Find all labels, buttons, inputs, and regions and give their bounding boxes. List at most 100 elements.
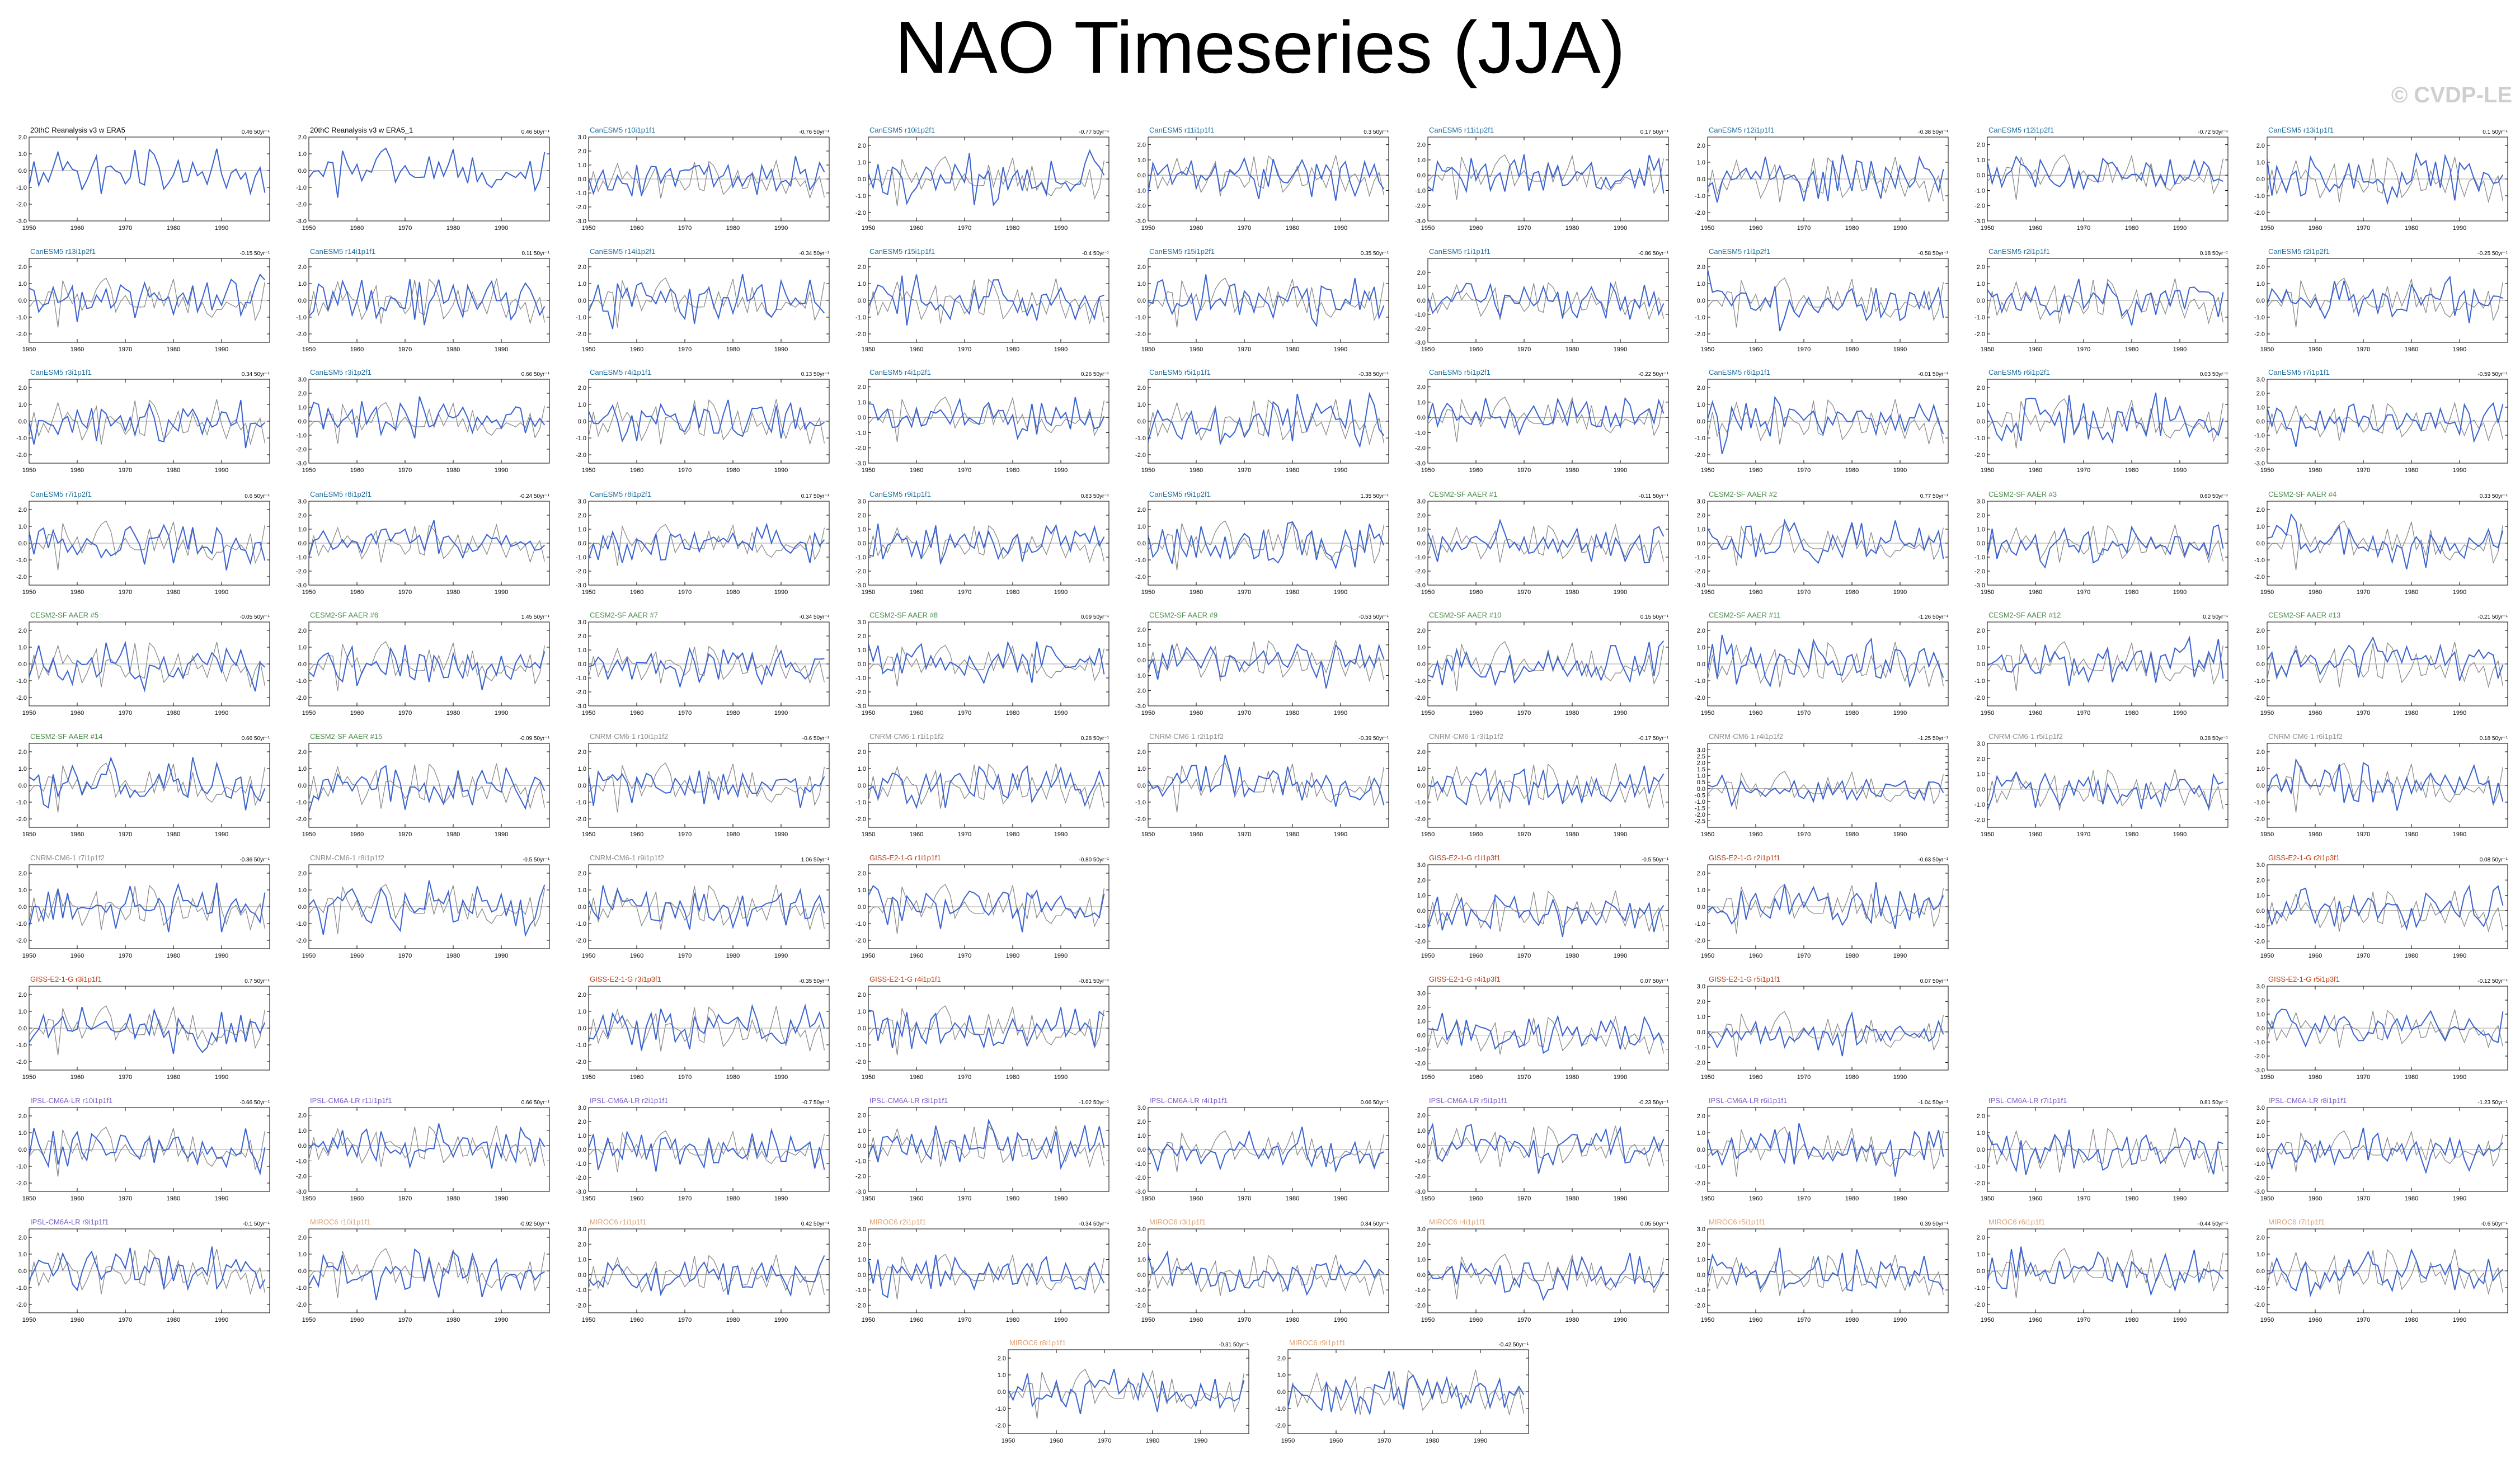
panel: CESM2-SF AAER #4 0.33 50yr⁻¹ 2.0 1.0 0.0 -1.0…: [2254, 490, 2508, 596]
panel: GISS-E2-1-G r3i1p1f1 0.7 50yr⁻¹ 2.0 1.0 0.0 -…: [16, 975, 270, 1081]
x-tick-label: 1990: [1054, 1074, 1068, 1081]
y-tick-label: -2.0: [855, 1302, 866, 1309]
x-tick-label: 1950: [862, 831, 875, 838]
panel: CanESM5 r9i1p1f1 0.83 50yr⁻¹ 3.0 2.0 1.0 0.0 -…: [855, 490, 1109, 596]
panel-trend: 0.05 50yr⁻¹: [1640, 1221, 1669, 1227]
y-tick-label: 2.0: [298, 1235, 307, 1241]
obs-series-line: [1427, 1015, 1665, 1056]
y-tick-label: 2.0: [298, 870, 307, 877]
y-tick-label: -1.0: [16, 1042, 27, 1049]
x-tick-label: 1950: [582, 1074, 595, 1081]
x-tick-label: 1960: [630, 1074, 643, 1081]
obs-series-line: [868, 1254, 1105, 1299]
x-tick-label: 1960: [630, 1317, 643, 1323]
y-tick-label: -2.0: [296, 816, 307, 823]
y-tick-label: -2.0: [576, 1302, 586, 1309]
x-tick-label: 1990: [495, 710, 508, 717]
y-tick-label: -3.0: [1415, 1189, 1426, 1195]
y-tick-label: 0.0: [858, 783, 866, 789]
x-tick-label: 1950: [582, 831, 595, 838]
x-tick-label: 1980: [1286, 346, 1299, 353]
y-tick-label: -1.0: [2254, 1285, 2265, 1292]
panel-trend: -0.80 50yr⁻¹: [1079, 857, 1109, 863]
y-tick-label: 2.0: [298, 134, 307, 141]
y-tick-label: 2.0: [858, 1241, 866, 1248]
panel-title: CESM2-SF AAER #15: [310, 732, 382, 741]
series-line: [588, 522, 825, 563]
x-tick-label: 1950: [22, 710, 36, 717]
y-tick-label: 3.0: [1417, 1226, 1426, 1233]
y-tick-label: 0.0: [858, 414, 866, 421]
y-tick-label: 2.0: [2256, 143, 2265, 149]
x-tick-label: 1990: [215, 953, 228, 959]
panel-title: CanESM5 r1i1p1f1: [1429, 247, 1491, 256]
plot-frame: [1707, 986, 1949, 1071]
panel-trend: 0.18 50yr⁻¹: [2200, 251, 2228, 257]
x-tick-label: 1950: [22, 225, 36, 232]
x-tick-label: 1950: [1421, 1317, 1435, 1323]
obs-series-line: [868, 396, 1105, 442]
y-tick-label: 1.0: [1697, 644, 1705, 651]
x-tick-label: 1980: [1006, 1074, 1019, 1081]
panel-title: GISS-E2-1-G r5i1p1f1: [1709, 975, 1780, 983]
y-tick-label: -2.0: [16, 1302, 27, 1308]
y-tick-label: -1.0: [16, 1285, 27, 1292]
x-tick-label: 1970: [1797, 346, 1811, 353]
x-tick-label: 1970: [398, 467, 412, 474]
y-tick-label: 2.0: [1697, 998, 1705, 1005]
series-line: [1287, 1370, 1525, 1416]
x-tick-label: 1980: [2125, 589, 2138, 596]
y-tick-label: 0.0: [298, 298, 307, 304]
panel: GISS-E2-1-G r5i1p3f1 -0.12 50yr⁻¹ 3.0 2.0 1.…: [2254, 975, 2508, 1081]
y-tick-label: 3.0: [858, 1226, 866, 1233]
y-tick-label: -1.0: [1695, 1287, 1705, 1294]
series-line: [1987, 524, 2224, 569]
obs-series-line: [1148, 640, 1385, 682]
obs-series-line: [588, 399, 825, 446]
plot-frame: [868, 379, 1109, 464]
y-tick-label: 2.0: [578, 749, 586, 756]
panel-title: CNRM-CM6-1 r2i1p1f2: [1149, 732, 1224, 741]
x-tick-label: 1980: [2125, 710, 2138, 717]
y-tick-label: -1.0: [1415, 678, 1426, 685]
x-tick-label: 1980: [1286, 467, 1299, 474]
x-tick-label: 1970: [1517, 710, 1531, 717]
y-tick-label: -1.0: [16, 1163, 27, 1170]
series-line: [29, 1128, 266, 1176]
panel-title: CanESM5 r2i1p2f1: [2268, 247, 2330, 256]
panel-trend: -0.01 50yr⁻¹: [1918, 371, 1948, 378]
obs-series-line: [2267, 762, 2504, 813]
y-tick-label: -1.0: [1135, 187, 1146, 194]
series-line: [1148, 1250, 1385, 1296]
panel-trend: -0.38 50yr⁻¹: [1358, 371, 1389, 378]
y-tick-label: 1.0: [2256, 1251, 2265, 1258]
panel-title: CanESM5 r11i1p1f1: [1149, 126, 1214, 134]
series-line: [308, 279, 546, 326]
x-tick-label: 1980: [167, 710, 180, 717]
panel-title: IPSL-CM6A-LR r9i1p1f1: [30, 1218, 109, 1226]
x-tick-label: 1990: [2453, 831, 2466, 838]
y-tick-label: -1.0: [576, 314, 586, 321]
obs-series-line: [1707, 1127, 1944, 1177]
x-tick-label: 1990: [1054, 589, 1068, 596]
x-tick-label: 1980: [1006, 225, 1019, 232]
y-tick-label: 1.0: [858, 766, 866, 772]
panel-trend: -0.63 50yr⁻¹: [1918, 857, 1948, 863]
y-tick-label: 1.0: [1697, 526, 1705, 533]
series-line: [1427, 765, 1665, 806]
y-tick-label: 0.0: [1417, 172, 1426, 179]
x-tick-label: 1990: [215, 831, 228, 838]
panel-title: CNRM-CM6-1 r1i1p1f2: [869, 732, 944, 741]
x-tick-label: 1960: [1469, 831, 1483, 838]
x-tick-label: 1980: [726, 831, 740, 838]
y-tick-label: 2.0: [578, 385, 586, 392]
panel-trend: 0.60 50yr⁻¹: [2200, 493, 2228, 500]
y-tick-label: -2.0: [296, 937, 307, 944]
x-tick-label: 1960: [630, 346, 643, 353]
y-tick-label: -2.0: [855, 1174, 866, 1180]
panel-title: MIROC6 r10i1p1f1: [310, 1218, 370, 1226]
x-tick-label: 1960: [350, 710, 364, 717]
x-tick-label: 1950: [582, 346, 595, 353]
y-tick-label: 0.0: [858, 904, 866, 911]
y-tick-label: -2.0: [1275, 1422, 1286, 1429]
